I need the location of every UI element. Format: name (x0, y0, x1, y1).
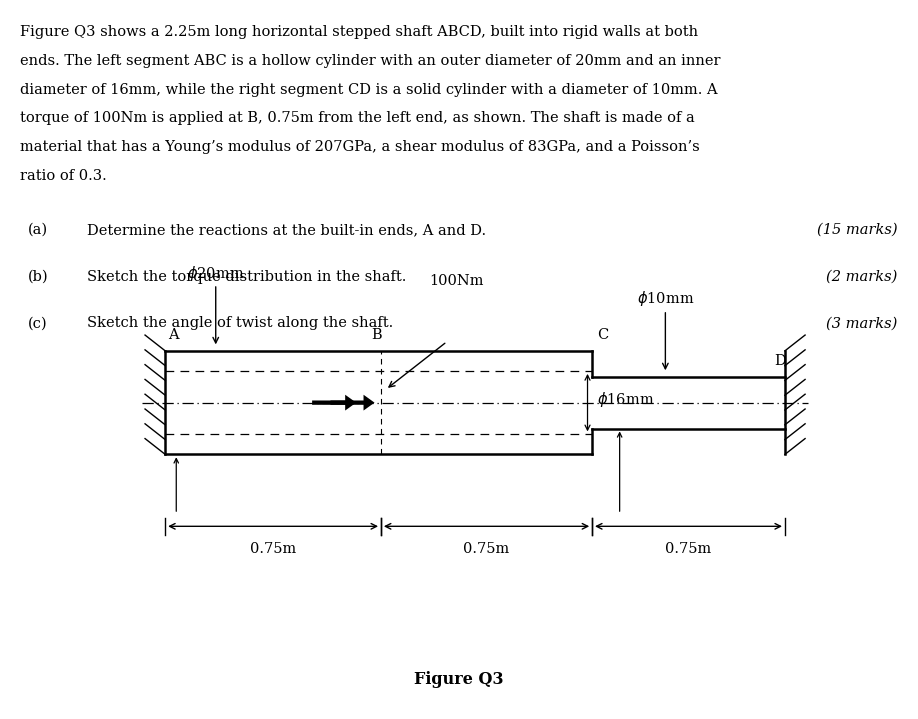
Text: (a): (a) (28, 223, 48, 237)
Text: Figure Q3: Figure Q3 (414, 671, 504, 688)
Text: (c): (c) (28, 316, 47, 330)
Text: D: D (774, 354, 786, 368)
Text: $\phi$16mm: $\phi$16mm (597, 390, 655, 409)
FancyArrow shape (330, 395, 375, 411)
Text: C: C (597, 329, 608, 342)
Text: Determine the reactions at the built-in ends, A and D.: Determine the reactions at the built-in … (87, 223, 487, 237)
Text: Sketch the angle of twist along the shaft.: Sketch the angle of twist along the shaf… (87, 316, 394, 330)
Text: B: B (371, 329, 382, 342)
Text: 0.75m: 0.75m (666, 542, 711, 556)
FancyArrow shape (312, 395, 356, 411)
Text: $\phi$20mm: $\phi$20mm (187, 264, 244, 283)
Text: (3 marks): (3 marks) (826, 316, 898, 330)
Text: diameter of 16mm, while the right segment CD is a solid cylinder with a diameter: diameter of 16mm, while the right segmen… (20, 83, 718, 96)
Text: (b): (b) (28, 270, 48, 283)
Text: (2 marks): (2 marks) (826, 270, 898, 283)
Text: $\phi$10mm: $\phi$10mm (637, 290, 694, 308)
Text: (15 marks): (15 marks) (817, 223, 898, 237)
Text: ratio of 0.3.: ratio of 0.3. (20, 169, 106, 183)
Text: 0.75m: 0.75m (464, 542, 509, 556)
Text: torque of 100Nm is applied at B, 0.75m from the left end, as shown. The shaft is: torque of 100Nm is applied at B, 0.75m f… (20, 111, 695, 125)
Text: A: A (168, 329, 179, 342)
Text: material that has a Young’s modulus of 207GPa, a shear modulus of 83GPa, and a P: material that has a Young’s modulus of 2… (20, 140, 700, 154)
Text: 100Nm: 100Nm (429, 274, 484, 288)
Text: Sketch the torque distribution in the shaft.: Sketch the torque distribution in the sh… (87, 270, 407, 283)
Text: ends. The left segment ABC is a hollow cylinder with an outer diameter of 20mm a: ends. The left segment ABC is a hollow c… (20, 54, 721, 68)
Text: 0.75m: 0.75m (250, 542, 297, 556)
Text: Figure Q3 shows a 2.25m long horizontal stepped shaft ABCD, built into rigid wal: Figure Q3 shows a 2.25m long horizontal … (20, 25, 699, 39)
